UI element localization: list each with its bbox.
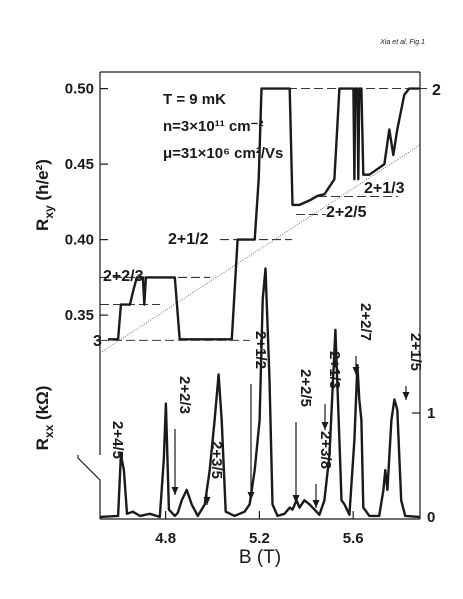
y-tick-label: 0.40 [65, 232, 94, 249]
peak-arrowhead [292, 495, 300, 503]
peak-arrowhead [402, 392, 410, 400]
plateau-label: 2+2/5 [326, 204, 367, 221]
plateau-label: 2+1/3 [364, 180, 405, 197]
plateau-label: 2+2/3 [103, 268, 144, 285]
y2-axis-label: Rxx (kΩ) [33, 386, 56, 451]
peak-arrowhead [171, 487, 179, 495]
y2-label-sub: xx [42, 424, 56, 438]
plateau-label: 2+1/2 [168, 231, 209, 248]
y-tick-label: 0.45 [65, 156, 94, 173]
y-tick-label: 0.50 [65, 81, 94, 98]
y-label-symbol: R [33, 219, 52, 231]
peak-arrowhead [312, 500, 320, 508]
peak-label: 2+1/5 [407, 333, 424, 371]
y-tick-label: 0.35 [65, 307, 94, 324]
condition-text: μ=31×10⁶ cm²/Vs [163, 145, 283, 162]
x-tick-label: 5.6 [343, 530, 364, 547]
peak-label: 2+2/5 [297, 369, 314, 407]
y-axis-label: Rxy (h/e²) [33, 159, 56, 231]
y-label-unit: (h/e²) [33, 159, 52, 205]
classical-hall-line [99, 144, 421, 354]
y2-tick-label: 0 [427, 509, 435, 526]
axis-break [77, 455, 101, 519]
peak-label: 2+2/7 [357, 303, 374, 341]
y2-label-symbol: R [33, 438, 52, 450]
condition-text: n=3×10¹¹ cm⁻² [163, 118, 263, 135]
x-tick-label: 4.8 [155, 530, 176, 547]
plateau-label: 3 [93, 333, 102, 350]
y2-tick-label: 1 [427, 405, 435, 422]
condition-text: T = 9 mK [163, 91, 226, 108]
corner-note: Xia et al, Fig.1 [379, 39, 425, 46]
rxy-curve [108, 87, 420, 341]
peak-label: 2+4/5 [109, 421, 126, 459]
y-label-sub: xy [42, 205, 56, 219]
y2-label-unit: (kΩ) [33, 386, 52, 425]
peak-arrowhead [321, 422, 329, 430]
x-tick-label: 5.2 [249, 530, 270, 547]
peak-label: 2+2/3 [176, 376, 193, 414]
plateau-label: 2 [432, 82, 441, 99]
rxx-curve [99, 267, 420, 519]
x-axis-label: B (T) [239, 547, 281, 568]
